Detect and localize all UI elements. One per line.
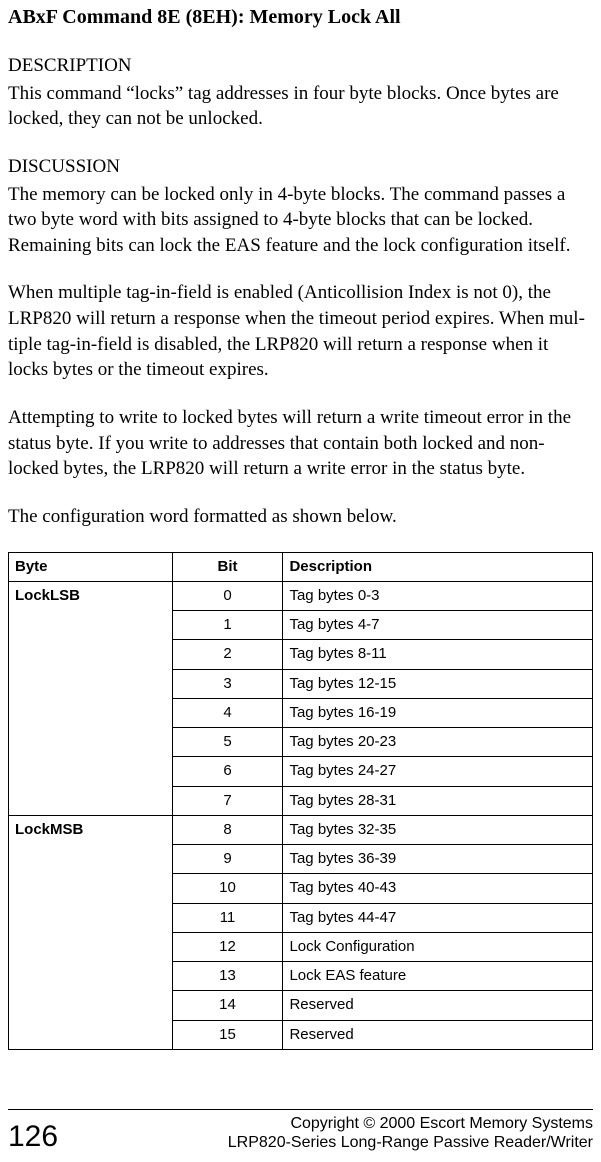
byte-cell: LockMSB [9,815,173,1049]
discussion-p4: The configuration word formatted as show… [8,504,593,530]
table-row: LockMSB8Tag bytes 32-35 [9,815,593,844]
bit-cell: 1 [172,611,283,640]
description-cell: Tag bytes 8-11 [283,640,593,669]
page-number: 126 [8,1122,58,1152]
description-cell: Reserved [283,1020,593,1049]
description-cell: Tag bytes 20-23 [283,728,593,757]
bit-cell: 3 [172,669,283,698]
bit-cell: 2 [172,640,283,669]
description-cell: Tag bytes 24-27 [283,757,593,786]
bit-cell: 0 [172,581,283,610]
description-cell: Reserved [283,991,593,1020]
bit-cell: 14 [172,991,283,1020]
table-header-description: Description [283,552,593,581]
description-cell: Lock EAS feature [283,962,593,991]
description-cell: Tag bytes 16-19 [283,698,593,727]
copyright-line2: LRP820-Series Long-Range Passive Reader/… [228,1133,593,1152]
description-cell: Tag bytes 32-35 [283,815,593,844]
page-title: ABxF Command 8E (8EH): Memory Lock All [8,4,593,31]
table-header-byte: Byte [9,552,173,581]
bit-cell: 15 [172,1020,283,1049]
table-header-bit: Bit [172,552,283,581]
description-label: DESCRIPTION [8,53,593,79]
discussion-p2: When multiple tag-in-field is enabled (A… [8,280,593,383]
discussion-p1: The memory can be locked only in 4-byte … [8,182,593,259]
description-cell: Tag bytes 36-39 [283,845,593,874]
description-cell: Tag bytes 44-47 [283,903,593,932]
discussion-p3: Attempting to write to locked bytes will… [8,405,593,482]
description-cell: Tag bytes 12-15 [283,669,593,698]
description-text: This command “locks” tag addresses in fo… [8,81,593,132]
description-cell: Tag bytes 4-7 [283,611,593,640]
bit-cell: 11 [172,903,283,932]
discussion-label: DISCUSSION [8,154,593,180]
bit-cell: 9 [172,845,283,874]
copyright-line1: Copyright © 2000 Escort Memory Systems [228,1114,593,1133]
description-cell: Tag bytes 0-3 [283,581,593,610]
description-cell: Tag bytes 40-43 [283,874,593,903]
config-table: Byte Bit Description LockLSB0Tag bytes 0… [8,552,593,1050]
bit-cell: 7 [172,786,283,815]
byte-cell: LockLSB [9,581,173,815]
bit-cell: 12 [172,932,283,961]
page-footer: 126 Copyright © 2000 Escort Memory Syste… [8,1109,593,1152]
description-cell: Tag bytes 28-31 [283,786,593,815]
bit-cell: 4 [172,698,283,727]
copyright-block: Copyright © 2000 Escort Memory Systems L… [228,1114,593,1152]
bit-cell: 8 [172,815,283,844]
table-row: LockLSB0Tag bytes 0-3 [9,581,593,610]
bit-cell: 6 [172,757,283,786]
description-cell: Lock Configuration [283,932,593,961]
bit-cell: 5 [172,728,283,757]
bit-cell: 13 [172,962,283,991]
bit-cell: 10 [172,874,283,903]
